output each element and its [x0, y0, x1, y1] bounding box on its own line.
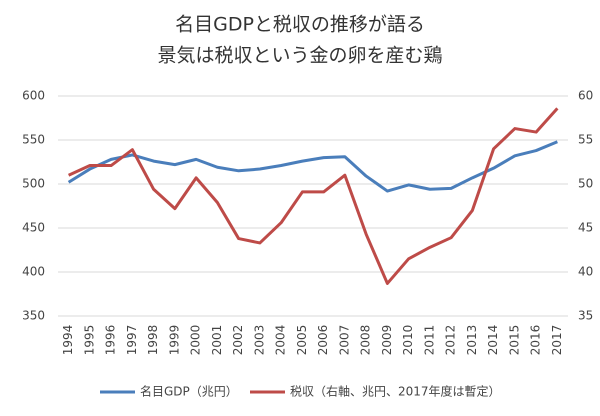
- y2-tick-label: 45: [578, 221, 593, 235]
- x-tick-label: 2016: [529, 325, 543, 356]
- x-tick-label: 2009: [380, 325, 394, 356]
- x-tick-label: 2010: [401, 325, 415, 356]
- legend-label: 税収（右軸、兆円、2017年度は暫定）: [290, 384, 501, 399]
- x-tick-label: 2005: [295, 325, 309, 356]
- x-tick-label: 2000: [189, 325, 203, 356]
- y-tick-label: 350: [22, 309, 45, 323]
- legend-label: 名目GDP（兆円）: [140, 384, 238, 399]
- x-tick-label: 1997: [125, 325, 139, 356]
- y-tick-label: 600: [22, 89, 45, 103]
- x-tick-label: 2004: [274, 325, 288, 356]
- x-tick-label: 1995: [82, 325, 96, 356]
- x-tick-label: 2011: [422, 325, 436, 356]
- y2-tick-label: 55: [578, 133, 593, 147]
- x-tick-label: 2015: [507, 325, 521, 356]
- x-tick-label: 2002: [231, 325, 245, 356]
- chart-title: 景気は税収という金の卵を産む鶏: [157, 45, 442, 67]
- x-tick-label: 2001: [210, 325, 224, 356]
- x-tick-label: 2007: [337, 325, 351, 356]
- y2-tick-label: 50: [578, 177, 593, 191]
- y-tick-label: 500: [22, 177, 45, 191]
- x-tick-label: 1999: [167, 325, 181, 356]
- y-tick-label: 450: [22, 221, 45, 235]
- chart-title: 名目GDPと税収の推移が語る: [175, 14, 425, 36]
- y2-tick-label: 60: [578, 89, 593, 103]
- x-tick-label: 1998: [146, 325, 160, 356]
- series-line: [67, 140, 558, 193]
- x-tick-label: 1996: [104, 325, 118, 356]
- x-tick-label: 2008: [359, 325, 373, 356]
- x-tick-label: 2006: [316, 325, 330, 356]
- x-tick-label: 2003: [252, 325, 266, 356]
- x-tick-label: 2013: [465, 325, 479, 356]
- y2-tick-label: 40: [578, 265, 593, 279]
- x-tick-label: 2014: [486, 325, 500, 356]
- x-tick-label: 1994: [61, 325, 75, 356]
- y2-tick-label: 35: [578, 309, 593, 323]
- y-tick-label: 550: [22, 133, 45, 147]
- y-tick-label: 400: [22, 265, 45, 279]
- x-tick-label: 2012: [444, 325, 458, 356]
- x-tick-label: 2017: [550, 325, 564, 356]
- series-line: [68, 107, 559, 285]
